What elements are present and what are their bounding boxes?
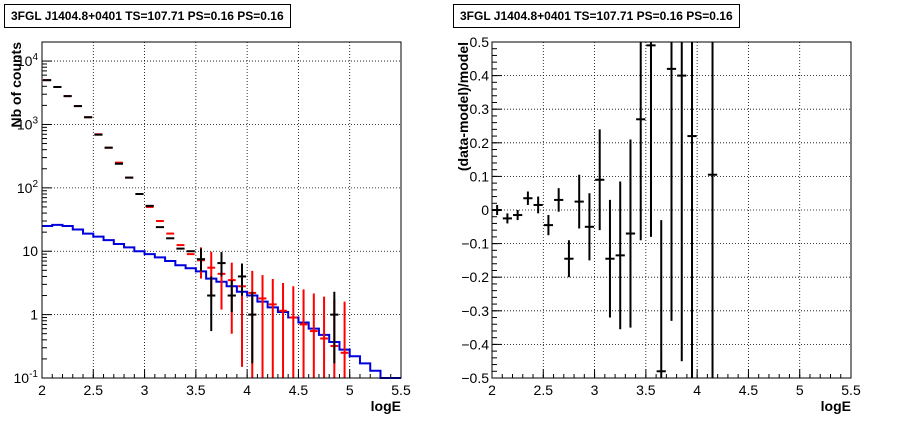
x-axis-title: logE [371, 398, 401, 414]
x-tick-label: 2 [38, 382, 46, 398]
x-tick-label: 2.5 [84, 382, 104, 398]
y-tick-label: 103 [17, 115, 39, 132]
y-tick-label: 0.3 [470, 101, 490, 117]
y-tick-label: 10-1 [14, 369, 39, 386]
y-tick-label: 0.5 [470, 34, 490, 50]
y-tick-label: 102 [17, 179, 39, 196]
plot-frame [491, 41, 852, 379]
x-tick-label: 5 [346, 382, 354, 398]
y-tick-label: −0.3 [461, 303, 489, 319]
right-chart-residuals: 2 2.5 3 3.5 4 4.5 5 5.5 −0.5 −0.4 −0.3 −0.2 −0.1 0 0.1… [455, 34, 861, 414]
y-axis-title: (data-model)/model [455, 42, 471, 171]
x-tick-label: 4.5 [739, 382, 759, 398]
y-tick-label: −0.1 [461, 236, 489, 252]
x-tick-label: 3 [591, 382, 599, 398]
series-source-model-line [42, 223, 401, 379]
x-tick-label: 3.5 [186, 382, 206, 398]
y-tick-label: 0.1 [470, 168, 490, 184]
y-tick-label: 0.2 [470, 135, 490, 151]
y-tick-label: 1 [30, 307, 38, 323]
left-chart-counts: 2 2.5 3 3.5 4 4.5 5 5.5 10-1 1 10 102 103 104 logE Nb o… [8, 41, 411, 414]
x-tick-label: 2.5 [534, 382, 554, 398]
x-tick-label: 3.5 [636, 382, 656, 398]
y-tick-label: 0 [481, 202, 489, 218]
y-tick-label: 104 [17, 52, 39, 69]
plot-frame [41, 41, 402, 379]
y-tick-label: −0.5 [461, 370, 489, 386]
x-tick-label: 3 [141, 382, 149, 398]
left-chart-title: 3FGL J1404.8+0401 TS=107.71 PS=0.16 PS=0… [4, 4, 291, 28]
y-tick-label: 10 [22, 243, 38, 259]
y-tick-label: 0.4 [470, 68, 490, 84]
y-tick-label: −0.2 [461, 269, 489, 285]
x-tick-label: 5 [796, 382, 804, 398]
x-tick-label: 2 [488, 382, 496, 398]
x-axis-title: logE [821, 398, 851, 414]
x-tick-label: 4 [693, 382, 701, 398]
right-chart-title: 3FGL J1404.8+0401 TS=107.71 PS=0.16 PS=0… [453, 4, 740, 28]
x-tick-label: 5.5 [391, 382, 411, 398]
y-axis-title: Nb of counts [8, 42, 24, 128]
x-tick-label: 4 [243, 382, 251, 398]
y-tick-label: −0.4 [461, 336, 489, 352]
x-tick-label: 5.5 [841, 382, 861, 398]
x-tick-label: 4.5 [289, 382, 309, 398]
